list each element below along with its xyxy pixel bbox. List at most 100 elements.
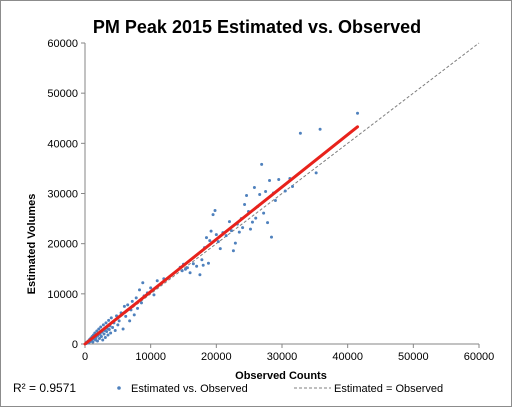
data-point bbox=[139, 301, 143, 305]
data-point bbox=[214, 233, 218, 237]
data-point bbox=[122, 304, 126, 308]
data-point bbox=[116, 323, 120, 327]
data-point bbox=[107, 327, 111, 331]
data-point bbox=[185, 266, 189, 270]
data-point bbox=[101, 323, 105, 327]
data-point bbox=[198, 273, 202, 277]
y-axis-title: Estimated Volumes bbox=[26, 194, 38, 295]
data-point bbox=[233, 241, 237, 245]
data-point bbox=[126, 303, 130, 307]
legend-label-scatter: Estimated vs. Observed bbox=[131, 383, 248, 395]
trend-line bbox=[83, 125, 360, 346]
data-point bbox=[97, 327, 101, 331]
data-point bbox=[224, 234, 228, 238]
data-point bbox=[264, 189, 268, 193]
data-point bbox=[109, 316, 113, 320]
data-point bbox=[91, 340, 95, 344]
data-point bbox=[245, 194, 249, 198]
data-point bbox=[201, 263, 205, 267]
legend: Estimated vs. Observed Estimated = Obser… bbox=[117, 383, 443, 395]
data-point bbox=[283, 189, 287, 193]
data-point bbox=[254, 216, 258, 220]
data-point bbox=[243, 203, 247, 207]
data-point bbox=[136, 306, 140, 310]
y-tick-label: 50000 bbox=[47, 88, 78, 100]
data-point bbox=[258, 193, 262, 197]
data-point bbox=[101, 338, 105, 342]
legend-marker-scatter bbox=[117, 386, 121, 390]
data-point bbox=[132, 313, 136, 317]
data-point bbox=[99, 334, 103, 338]
data-point bbox=[104, 321, 108, 325]
data-point bbox=[227, 220, 231, 224]
plot-area: 0 10000 20000 30000 40000 50000 60000 0 10000 200… bbox=[47, 38, 494, 363]
data-point bbox=[138, 288, 142, 292]
y-tick-label: 30000 bbox=[47, 189, 78, 201]
data-point bbox=[103, 335, 107, 339]
data-point bbox=[266, 221, 270, 225]
data-point bbox=[113, 328, 117, 332]
data-point bbox=[209, 229, 213, 233]
data-point bbox=[200, 258, 204, 262]
x-axis-title: Observed Counts bbox=[235, 370, 327, 382]
data-point bbox=[130, 299, 134, 303]
reference-line bbox=[84, 42, 480, 345]
data-point bbox=[106, 333, 110, 337]
y-tick-label: 40000 bbox=[47, 138, 78, 150]
data-point bbox=[268, 178, 272, 182]
data-point bbox=[95, 339, 99, 343]
data-point bbox=[99, 325, 103, 329]
data-point bbox=[107, 318, 111, 322]
data-point bbox=[218, 247, 222, 251]
data-point bbox=[318, 127, 322, 131]
y-tick-label: 20000 bbox=[47, 239, 78, 251]
data-point bbox=[95, 329, 99, 333]
data-point bbox=[250, 220, 254, 224]
x-tick-label: 30000 bbox=[267, 351, 298, 363]
data-point bbox=[97, 336, 101, 340]
data-point bbox=[134, 296, 138, 300]
data-point bbox=[109, 331, 113, 335]
r-squared-label: R² = 0.9571 bbox=[13, 381, 76, 395]
data-point bbox=[298, 131, 302, 135]
data-point bbox=[262, 211, 266, 215]
data-point bbox=[117, 319, 121, 323]
data-point bbox=[252, 185, 256, 189]
x-tick-label: 10000 bbox=[135, 351, 166, 363]
data-point bbox=[213, 209, 217, 213]
data-point bbox=[128, 319, 132, 323]
data-point bbox=[356, 111, 360, 115]
y-tick-label: 60000 bbox=[47, 38, 78, 50]
data-point bbox=[121, 327, 125, 331]
legend-label-reference: Estimated = Observed bbox=[334, 383, 443, 395]
data-point bbox=[231, 249, 235, 253]
x-tick-label: 40000 bbox=[332, 351, 363, 363]
data-point bbox=[105, 329, 109, 333]
data-point bbox=[191, 262, 195, 266]
x-tick-label: 60000 bbox=[464, 351, 495, 363]
data-point bbox=[291, 184, 295, 188]
data-point bbox=[188, 271, 192, 275]
data-point bbox=[208, 239, 212, 243]
data-point bbox=[216, 240, 220, 244]
data-point bbox=[260, 162, 264, 166]
data-point bbox=[314, 171, 318, 175]
x-tick-label: 0 bbox=[82, 351, 88, 363]
data-point bbox=[277, 177, 281, 181]
data-point bbox=[149, 286, 153, 290]
data-point bbox=[111, 325, 115, 329]
data-point bbox=[102, 332, 106, 336]
data-point bbox=[229, 229, 233, 233]
data-point bbox=[152, 293, 156, 297]
x-tick-label: 50000 bbox=[398, 351, 429, 363]
data-point bbox=[211, 213, 215, 217]
data-point bbox=[248, 227, 252, 231]
data-point bbox=[195, 264, 199, 268]
chart-title: PM Peak 2015 Estimated vs. Observed bbox=[93, 17, 421, 37]
data-point bbox=[237, 230, 241, 234]
data-point bbox=[269, 235, 273, 239]
data-point bbox=[124, 314, 128, 318]
data-point bbox=[180, 269, 184, 273]
